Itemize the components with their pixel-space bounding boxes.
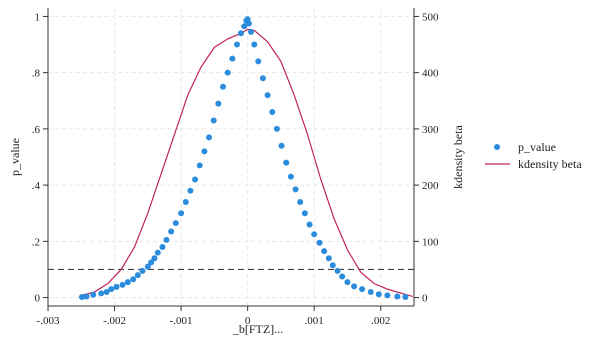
y-tick-label-left: .8 [32, 68, 41, 80]
scatter-point [359, 286, 366, 293]
y-axis-label-right: kdensity beta [451, 125, 465, 189]
x-axis-label: _b[FTZ]... [232, 322, 283, 336]
scatter-point [182, 198, 189, 205]
scatter-point [178, 210, 185, 217]
scatter-point [224, 69, 231, 76]
scatter-point [134, 272, 141, 279]
scatter-point [139, 267, 146, 274]
scatter-point [83, 293, 90, 300]
scatter-point [108, 286, 115, 293]
x-tick-label: 0 [245, 315, 251, 327]
x-tick-label: -.002 [103, 315, 126, 327]
scatter-point [344, 279, 351, 286]
kdensity-line-group [79, 28, 413, 298]
scatter-point [124, 279, 131, 286]
scatter-point [384, 292, 391, 299]
legend-marker-p-value [494, 144, 500, 150]
scatter-point [245, 20, 252, 27]
axes [43, 8, 419, 311]
scatter-point [316, 239, 323, 246]
scatter-point [215, 100, 222, 107]
scatter-point [210, 117, 217, 124]
y-tick-label-right: 300 [422, 124, 439, 136]
scatter-point [278, 142, 285, 149]
scatter-point [255, 58, 262, 65]
scatter-point [287, 173, 294, 180]
scatter-point [283, 159, 290, 166]
y-axis-label-left: p_value [8, 138, 22, 176]
scatter-point [269, 109, 276, 116]
y-tick-label-left: .4 [32, 180, 41, 192]
x-tick-label: -.003 [37, 315, 60, 327]
scatter-point [306, 221, 313, 228]
scatter-point [311, 231, 318, 238]
scatter-point [206, 134, 213, 141]
legend: p_value kdensity beta [485, 140, 582, 171]
legend-label-kdensity: kdensity beta [518, 157, 582, 171]
scatter-point [321, 248, 328, 255]
x-tick-label: .002 [371, 315, 390, 327]
y-tick-label-right: 100 [422, 236, 439, 248]
scatter-point [201, 148, 208, 155]
scatter-point [402, 294, 409, 301]
scatter-point [168, 228, 175, 235]
y-tick-label-right: 200 [422, 180, 439, 192]
scatter-point [247, 28, 254, 35]
scatter-point [251, 41, 258, 48]
scatter-point [264, 92, 271, 99]
scatter-point [113, 283, 120, 290]
scatter-point [196, 162, 203, 169]
scatter-point [130, 276, 137, 283]
scatter-point [339, 273, 346, 280]
scatter-point [325, 255, 332, 262]
scatter-point [259, 75, 266, 82]
scatter-point [394, 293, 401, 300]
scatter-point [119, 281, 126, 288]
scatter-point [273, 125, 280, 132]
scatter-point [163, 236, 170, 243]
y-tick-label-right: 0 [422, 293, 428, 305]
scatter-point [159, 243, 166, 250]
scatter-point [98, 290, 105, 297]
scatter-point [241, 23, 248, 30]
y-tick-label-left: .6 [32, 124, 41, 136]
scatter-point [78, 294, 85, 301]
scatter-point [297, 198, 304, 205]
scatter-point [237, 30, 244, 37]
scatter-point [329, 262, 336, 269]
scatter-point [144, 263, 151, 270]
scatter-points-group [78, 16, 409, 301]
scatter-point [229, 55, 236, 62]
kdensity-line [79, 28, 413, 298]
scatter-point [90, 291, 97, 298]
scatter-point [301, 210, 308, 217]
y-tick-label-right: 500 [422, 11, 439, 23]
scatter-point [220, 83, 227, 90]
scatter-point [351, 283, 358, 290]
scatter-point [233, 41, 240, 48]
y-tick-label-left: 0 [35, 293, 41, 305]
plot-area [48, 8, 414, 306]
scatter-point [154, 249, 161, 256]
x-tick-label: .001 [305, 315, 324, 327]
x-tick-label: -.001 [170, 315, 193, 327]
y-tick-label-left: .2 [32, 236, 40, 248]
y-tick-label-left: 1 [35, 11, 41, 23]
scatter-point [375, 291, 382, 298]
scatter-point [148, 259, 155, 266]
y-tick-label-right: 400 [422, 68, 439, 80]
tick-labels: -.003 -.002 -.001 0 .001 .002 0 .2 .4 .6 .8 1 0 100 20… [32, 11, 439, 327]
scatter-point [187, 187, 194, 194]
scatter-point [172, 220, 179, 227]
legend-label-p-value: p_value [518, 140, 556, 154]
scatter-point [151, 255, 158, 262]
scatter-point [367, 288, 374, 295]
scatter-point [334, 267, 341, 274]
scatter-point [103, 288, 110, 295]
scatter-point [192, 176, 199, 183]
scatter-point [292, 186, 299, 193]
